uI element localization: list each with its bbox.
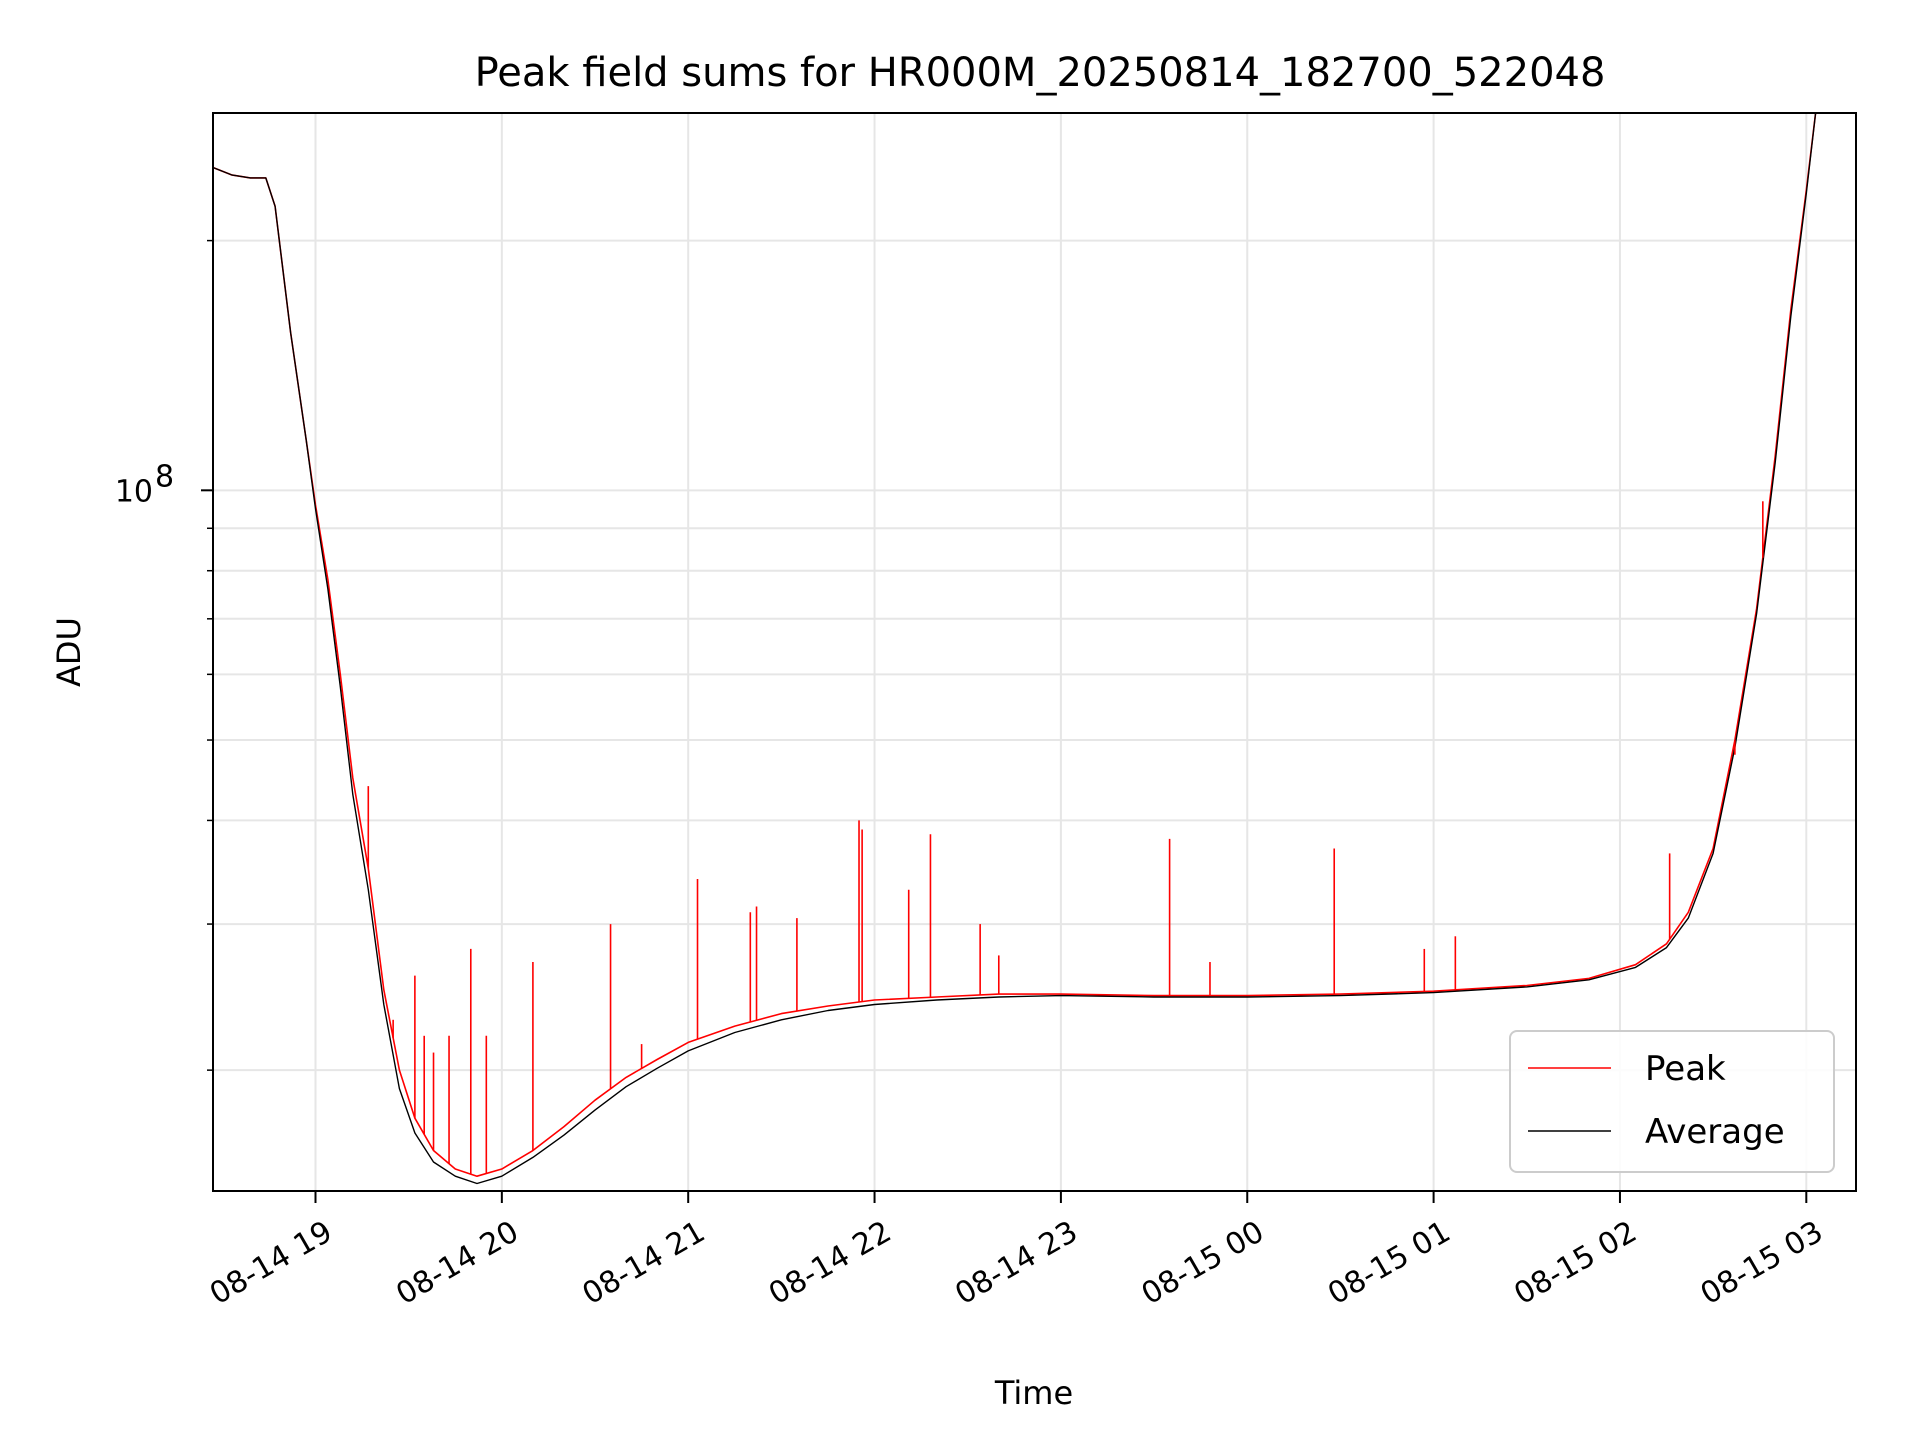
legend: Peak Average [1509,1030,1835,1173]
grid-layer [213,113,1856,1191]
y-axis-title: ADU [50,617,88,687]
chart-title: Peak field sums for HR000M_20250814_1827… [475,50,1606,96]
legend-average-label: Average [1645,1112,1785,1152]
series-layer [213,113,1817,1185]
x-axis-title: Time [994,1374,1073,1412]
y-tick-label: 10 [115,474,153,509]
y-tick-label-exponent: 8 [155,459,174,494]
legend-peak-label: Peak [1645,1049,1726,1089]
plot-frame [212,112,1857,1192]
legend-frame [1509,1030,1835,1173]
series-line-average [213,113,1817,1185]
